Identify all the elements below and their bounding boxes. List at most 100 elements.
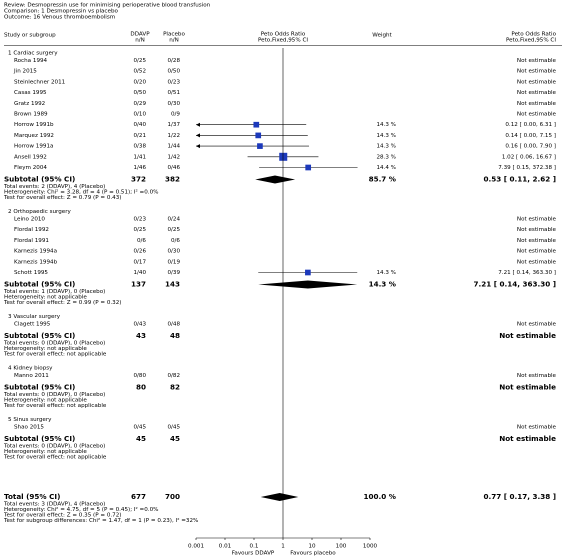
events-placebo: 0/28 <box>167 58 180 64</box>
summary-n1: 137 <box>131 280 146 289</box>
study-weight: 14.3 % <box>376 133 396 139</box>
study-name: Manno 2011 <box>14 373 49 379</box>
study-effect: Not estimable <box>517 238 557 244</box>
summary-effect: Not estimable <box>499 383 556 392</box>
x-tick-label: 0.1 <box>250 544 259 550</box>
summary-label: Total (95% CI) <box>4 492 60 501</box>
summary-n1: 677 <box>131 492 146 501</box>
study-name: Flordal 1991 <box>14 238 49 244</box>
events-placebo: 0/46 <box>167 165 180 171</box>
study-effect: 0.12 [ 0.00, 6.31 ] <box>505 122 556 128</box>
study-weight: 14.3 % <box>376 144 396 150</box>
study-effect: 7.21 [ 0.14, 363.30 ] <box>498 270 556 276</box>
summary-n2: 143 <box>165 280 180 289</box>
study-name: Marquez 1992 <box>14 133 54 139</box>
study-effect: Not estimable <box>517 227 557 233</box>
summary-effect: 7.21 [ 0.14, 363.30 ] <box>473 280 556 289</box>
events-placebo: 0/30 <box>167 101 180 107</box>
events-placebo: 0/48 <box>167 322 180 328</box>
study-effect: 1.02 [ 0.06, 16.67 ] <box>502 154 556 160</box>
subgroup-note: Heterogeneity: not applicable <box>4 295 87 301</box>
events-ddavp: 0/6 <box>137 238 146 244</box>
summary-n2: 700 <box>165 492 180 501</box>
summary-n2: 82 <box>170 383 180 392</box>
summary-n2: 382 <box>165 175 180 184</box>
events-ddavp: 0/23 <box>133 217 146 223</box>
summary-n1: 45 <box>136 434 146 443</box>
study-effect: Not estimable <box>517 58 557 64</box>
study-weight: 14.3 % <box>376 270 396 276</box>
events-placebo: 0/45 <box>167 425 180 431</box>
group-label: 1 Cardiac surgery <box>8 51 58 57</box>
ci-arrow <box>196 133 200 138</box>
summary-n2: 48 <box>170 331 180 340</box>
study-effect: 0.16 [ 0.00, 7.90 ] <box>505 144 556 150</box>
events-ddavp: 0/50 <box>133 90 146 96</box>
events-ddavp: 0/17 <box>133 259 146 265</box>
column-header: DDAVP <box>130 32 150 38</box>
events-placebo: 0/23 <box>167 79 180 85</box>
study-effect: Not estimable <box>517 249 557 255</box>
events-ddavp: 0/26 <box>133 249 146 255</box>
column-header: n/N <box>169 38 179 44</box>
events-ddavp: 0/25 <box>133 227 146 233</box>
summary-label: Subtotal (95% CI) <box>4 434 75 443</box>
study-square <box>255 132 262 139</box>
column-header: Peto Odds Ratio <box>511 32 556 38</box>
outcome: Outcome: 16 Venous thromboembolism <box>4 15 115 21</box>
events-placebo: 0/50 <box>167 69 180 75</box>
column-header: Study or subgroup <box>4 33 56 39</box>
events-ddavp: 1/46 <box>133 165 146 171</box>
x-tick-label: 100 <box>336 544 347 550</box>
group-label: 2 Orthopaedic surgery <box>8 209 72 215</box>
total-note: Total events: 3 (DDAVP), 4 (Placebo) <box>3 502 105 508</box>
total-note: Test for overall effect: Z = 0.35 (P = 0… <box>3 513 121 519</box>
events-placebo: 1/22 <box>167 133 180 139</box>
summary-label: Subtotal (95% CI) <box>4 280 75 289</box>
column-header: Peto,Fixed,95% CI <box>506 38 556 44</box>
study-weight: 14.4 % <box>376 165 396 171</box>
column-header: Peto Odds Ratio <box>261 32 306 38</box>
subgroup-note: Test for overall effect: Z = 0.79 (P = 0… <box>3 195 121 201</box>
summary-effect: Not estimable <box>499 331 556 340</box>
study-name: Rocha 1994 <box>14 58 48 64</box>
review: Review: Desmopressin use for minimising … <box>4 3 211 9</box>
subgroup-note: Heterogeneity: Chi² = 3.28, df = 4 (P = … <box>4 189 158 196</box>
study-name: Karnezis 1994a <box>14 249 57 255</box>
x-tick-label: 0.01 <box>219 544 232 550</box>
events-ddavp: 0/40 <box>133 122 146 128</box>
study-name: Gratz 1992 <box>14 101 45 107</box>
events-placebo: 0/25 <box>167 227 180 233</box>
summary-label: Subtotal (95% CI) <box>4 175 75 184</box>
group-label: 4 Kidney biopsy <box>8 366 53 372</box>
study-name: Schott 1995 <box>14 270 48 276</box>
summary-label: Subtotal (95% CI) <box>4 331 75 340</box>
summary-weight: 85.7 % <box>369 175 396 184</box>
study-effect: 7.39 [ 0.15, 372.38 ] <box>498 165 556 171</box>
subgroup-note: Heterogeneity: not applicable <box>4 398 87 404</box>
study-effect: Not estimable <box>517 425 557 431</box>
summary-n2: 45 <box>170 434 180 443</box>
events-ddavp: 0/43 <box>133 322 146 328</box>
summary-n1: 372 <box>131 175 146 184</box>
study-name: Casas 1995 <box>14 90 47 96</box>
events-ddavp: 0/38 <box>133 144 146 150</box>
column-header: Placebo <box>163 32 185 38</box>
summary-effect: 0.53 [ 0.11, 2.62 ] <box>483 175 556 184</box>
study-name: Leino 2010 <box>14 217 45 223</box>
study-effect: Not estimable <box>517 217 557 223</box>
study-effect: Not estimable <box>517 79 557 85</box>
study-effect: Not estimable <box>517 101 557 107</box>
study-name: Shao 2015 <box>14 425 44 431</box>
events-ddavp: 1/41 <box>133 154 146 160</box>
total-note: Heterogeneity: Chi² = 4.75, df = 5 (P = … <box>4 506 158 513</box>
study-name: Flordal 1992 <box>14 227 49 233</box>
events-ddavp: 0/80 <box>133 373 146 379</box>
summary-weight: 100.0 % <box>364 492 396 501</box>
pooled-diamond <box>258 280 358 289</box>
events-ddavp: 0/52 <box>133 69 146 75</box>
events-ddavp: 0/10 <box>133 112 146 118</box>
study-effect: Not estimable <box>517 90 557 96</box>
events-placebo: 1/42 <box>167 154 180 160</box>
